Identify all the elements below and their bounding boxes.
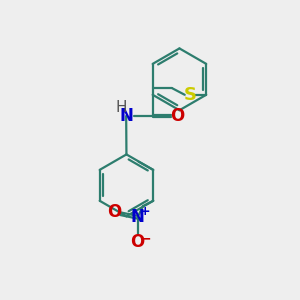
Text: N: N bbox=[131, 208, 145, 226]
Text: H: H bbox=[116, 100, 127, 115]
Text: S: S bbox=[184, 86, 196, 104]
Text: O: O bbox=[170, 107, 184, 125]
Text: O: O bbox=[107, 203, 121, 221]
Text: −: − bbox=[139, 232, 151, 245]
Text: O: O bbox=[130, 233, 145, 251]
Text: N: N bbox=[119, 107, 133, 125]
Text: +: + bbox=[140, 206, 150, 218]
